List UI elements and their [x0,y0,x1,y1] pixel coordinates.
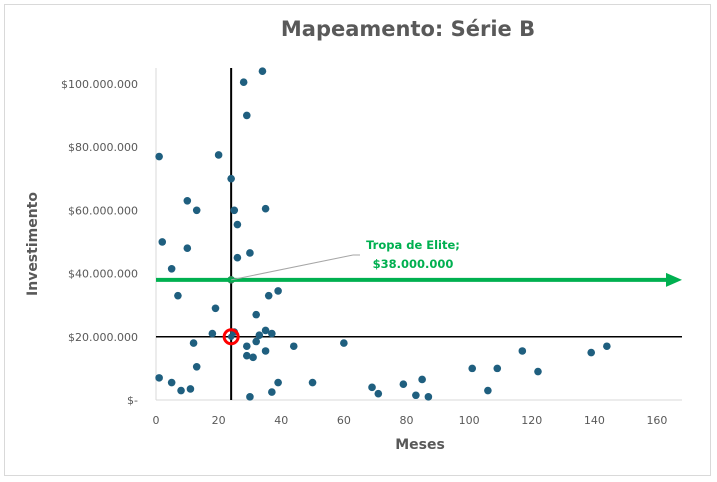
reference-lines [156,68,682,400]
data-point [258,67,267,75]
highlight-ring [222,328,240,346]
annotation-line-1: Tropa de Elite; [366,238,460,252]
data-point [174,291,182,300]
data-point [493,364,502,373]
data-point [268,329,276,338]
data-point [214,151,223,159]
x-tick-label: 100 [459,414,480,427]
data-point [239,78,248,87]
x-tick-label: 80 [399,414,413,427]
x-tick-label: 20 [212,414,226,427]
y-tick-label: $60.000.000 [68,204,138,217]
annotation-group: Tropa de Elite; $38.000.000 [231,238,460,281]
data-point [183,244,192,253]
data-point [233,220,242,229]
data-point [261,326,270,335]
data-point [412,391,420,400]
data-point [603,342,611,351]
y-axis-title: Investimento [25,192,41,296]
data-point [252,337,260,346]
data-point [167,378,176,387]
data-point [211,304,220,313]
data-point [186,385,195,393]
data-point [155,152,163,161]
data-point [189,339,198,347]
annotation-line-2: $38.000.000 [373,257,454,271]
data-point [167,264,176,273]
data-point [155,374,163,382]
threshold-arrowhead [666,272,682,287]
data-point [468,364,477,373]
data-point [177,386,185,395]
data-point [368,383,376,392]
data-point [308,378,317,387]
chart-title: Mapeamento: Série B [281,17,535,41]
data-point [252,310,260,319]
data-point [534,367,542,376]
data-point [340,339,348,347]
data-point [230,206,239,215]
data-point [242,111,251,120]
x-tick-label: 0 [153,414,160,427]
data-point [183,197,192,205]
annotation-leader-line [231,254,354,281]
x-tick-label: 140 [584,414,605,427]
data-point [246,249,254,257]
data-point [242,342,251,351]
y-tick-label: $- [127,394,138,407]
data-point [268,388,276,396]
highlighted-data-point [227,333,235,340]
data-point [246,393,254,401]
x-tick-labels: 0 20 40 60 80 100 120 140 160 [153,414,668,427]
data-point [192,206,201,215]
data-point [289,342,298,351]
chart-frame [4,4,711,476]
data-point [208,329,217,338]
data-point [158,238,167,246]
data-point [227,174,235,183]
data-point [374,389,383,398]
x-tick-label: 60 [337,414,351,427]
data-point [192,363,201,371]
data-points [155,67,611,401]
data-point [264,291,273,300]
data-point [249,353,257,362]
threshold-arrow-group [156,272,682,287]
y-tick-label: $80.000.000 [68,141,138,154]
data-point [399,380,408,388]
data-point [261,204,270,213]
y-tick-label: $20.000.000 [68,331,138,344]
data-point [418,375,426,384]
data-point [424,393,433,401]
x-tick-label: 120 [521,414,542,427]
data-point [274,287,282,295]
data-point [242,351,251,360]
data-point [274,378,282,387]
x-axis-title: Meses [395,437,445,453]
data-point [518,347,527,355]
data-point [233,253,242,262]
data-point [587,348,596,357]
data-point [255,331,264,339]
y-tick-label: $100.000.000 [61,78,138,91]
x-tick-label: 160 [646,414,667,427]
x-tick-label: 40 [274,414,288,427]
y-tick-labels: $- $20.000.000 $40.000.000 $60.000.000 $80.0… [61,78,138,407]
data-point [484,386,492,395]
data-point [261,347,270,355]
y-tick-label: $40.000.000 [68,268,138,281]
axes [155,68,682,401]
